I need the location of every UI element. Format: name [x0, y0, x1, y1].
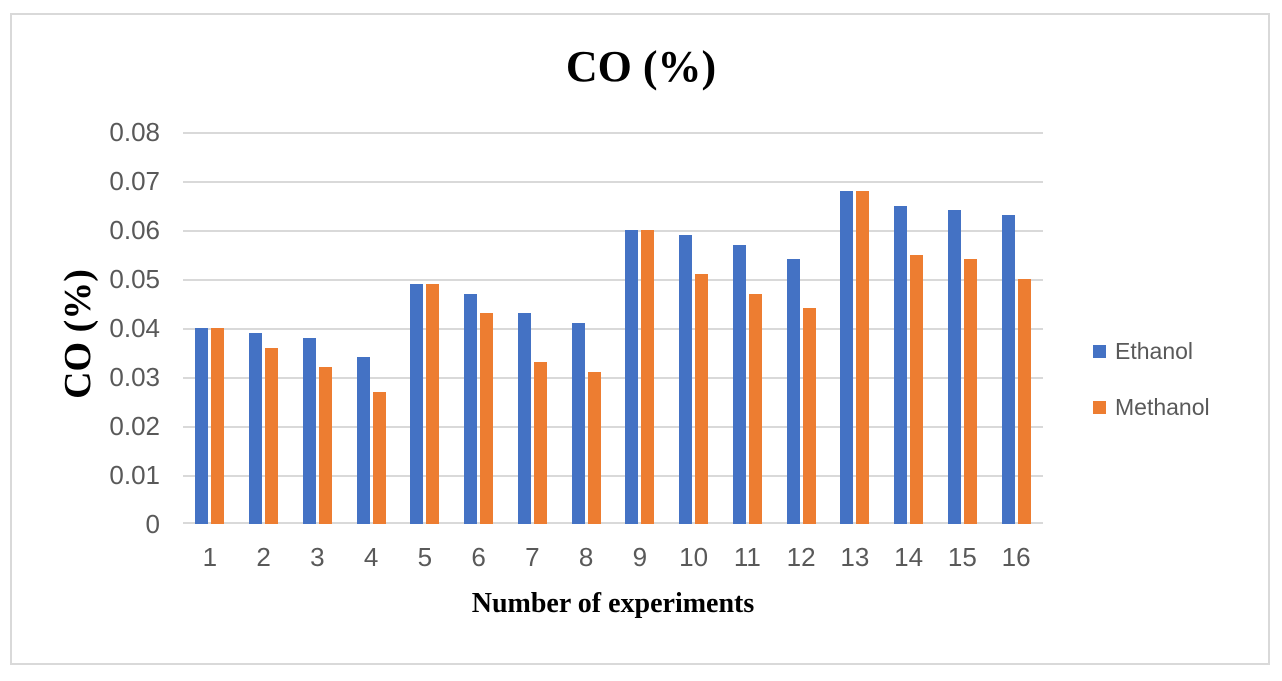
gridline: [183, 522, 1043, 524]
x-tick-label-8: 8: [578, 542, 594, 572]
bar-series: [183, 132, 1043, 524]
bar-methanol-13: [856, 190, 870, 524]
bar-ethanol-4: [356, 357, 370, 524]
legend: Ethanol Methanol: [1093, 339, 1210, 451]
chart-title: CO (%): [565, 42, 717, 91]
bar-methanol-3: [318, 367, 332, 524]
y-tick-label: 0.01: [109, 460, 160, 490]
bar-group-7: [506, 132, 560, 524]
gridline: [183, 230, 1043, 232]
x-tick-label-9: 9: [632, 542, 648, 572]
x-tick-label-13: 13: [840, 542, 870, 572]
bar-group-4: [344, 132, 398, 524]
gridline: [183, 132, 1043, 134]
x-axis-tick-labels: 1 2 3 4 5 6 7 8 9 10 11 12 13 14 15 16: [183, 542, 1043, 572]
gridline: [183, 328, 1043, 330]
bar-group-14: [882, 132, 936, 524]
bar-ethanol-5: [410, 283, 424, 524]
bar-group-2: [237, 132, 291, 524]
bar-ethanol-6: [464, 293, 478, 524]
bar-methanol-14: [910, 254, 924, 524]
bar-group-12: [774, 132, 828, 524]
bar-methanol-6: [480, 313, 494, 524]
bar-group-1: [183, 132, 237, 524]
bar-ethanol-8: [571, 323, 585, 524]
x-tick-label-7: 7: [525, 542, 540, 572]
legend-item-ethanol: Ethanol: [1093, 339, 1210, 363]
bar-methanol-5: [426, 283, 440, 524]
bar-ethanol-14: [894, 205, 908, 524]
bar-group-15: [936, 132, 990, 524]
x-tick-label-1: 1: [202, 542, 218, 572]
bar-methanol-15: [963, 259, 977, 524]
bar-group-8: [559, 132, 613, 524]
x-tick-label-2: 2: [256, 542, 271, 572]
bar-methanol-16: [1017, 279, 1031, 524]
y-tick-label: 0.02: [109, 411, 160, 441]
bar-group-5: [398, 132, 452, 524]
bar-ethanol-16: [1001, 215, 1015, 524]
bar-methanol-12: [802, 308, 816, 524]
bar-ethanol-2: [249, 332, 263, 524]
bar-group-10: [667, 132, 721, 524]
y-tick-label: 0.08: [109, 117, 160, 147]
y-tick-label: 0.03: [109, 362, 160, 392]
gridline: [183, 377, 1043, 379]
bar-ethanol-9: [625, 230, 639, 524]
legend-swatch-icon: [1093, 400, 1106, 414]
x-axis-title: Number of experiments: [471, 588, 755, 619]
y-tick-label: 0.04: [109, 313, 160, 343]
x-tick-label-6: 6: [471, 542, 486, 572]
y-tick-label: 0: [145, 509, 160, 539]
bar-group-13: [828, 132, 882, 524]
y-tick-label: 0.05: [109, 264, 160, 294]
bar-ethanol-11: [732, 244, 746, 524]
bar-methanol-9: [641, 230, 655, 524]
y-tick-label: 0.06: [109, 215, 160, 245]
bar-ethanol-10: [679, 234, 693, 524]
x-tick-label-16: 16: [1001, 542, 1031, 572]
x-tick-label-3: 3: [310, 542, 325, 572]
x-tick-label-14: 14: [894, 542, 924, 572]
x-tick-label-11: 11: [733, 542, 761, 572]
bar-ethanol-7: [517, 313, 531, 524]
bar-ethanol-13: [840, 190, 854, 524]
bar-methanol-10: [695, 274, 709, 524]
gridline: [183, 475, 1043, 477]
bar-methanol-11: [748, 293, 762, 524]
gridline: [183, 181, 1043, 183]
bar-group-6: [452, 132, 506, 524]
x-tick-label-15: 15: [947, 542, 977, 572]
bar-ethanol-1: [195, 328, 209, 524]
bar-group-16: [989, 132, 1043, 524]
bar-ethanol-15: [947, 210, 961, 524]
bar-ethanol-3: [302, 337, 316, 524]
bar-methanol-8: [587, 372, 601, 524]
legend-label: Methanol: [1115, 394, 1210, 420]
gridline: [183, 426, 1043, 428]
legend-swatch-icon: [1093, 344, 1106, 358]
bar-methanol-7: [533, 362, 547, 524]
y-tick-label: 0.07: [109, 166, 160, 196]
bar-ethanol-12: [786, 259, 800, 524]
bar-methanol-1: [211, 328, 225, 524]
bar-methanol-2: [265, 347, 279, 524]
gridline: [183, 279, 1043, 281]
bar-group-11: [721, 132, 775, 524]
x-tick-label-10: 10: [679, 542, 709, 572]
bar-methanol-4: [372, 391, 386, 524]
bar-group-9: [613, 132, 667, 524]
x-tick-label-5: 5: [417, 542, 433, 572]
x-tick-label-12: 12: [786, 542, 816, 572]
legend-item-methanol: Methanol: [1093, 395, 1210, 419]
legend-label: Ethanol: [1115, 338, 1194, 364]
bar-group-3: [291, 132, 345, 524]
plot-area: [183, 132, 1043, 524]
x-tick-label-4: 4: [363, 542, 379, 572]
